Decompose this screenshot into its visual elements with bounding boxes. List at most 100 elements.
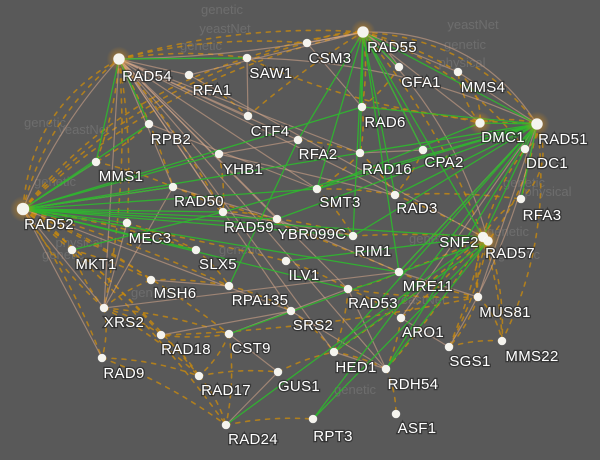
- node-RAD24[interactable]: [221, 420, 231, 430]
- node-RAD53[interactable]: [343, 284, 353, 294]
- node-label-CST9[interactable]: CST9: [230, 339, 272, 359]
- node-RAD54[interactable]: [113, 53, 125, 65]
- node-label-RDH54[interactable]: RDH54: [386, 375, 439, 395]
- node-RAD52[interactable]: [16, 202, 30, 216]
- node-label-RAD3[interactable]: RAD3: [395, 199, 439, 219]
- node-label-GFA1[interactable]: GFA1: [400, 73, 442, 93]
- node-RAD9[interactable]: [97, 353, 107, 363]
- node-HED1[interactable]: [329, 347, 339, 357]
- node-RIM1[interactable]: [348, 231, 358, 241]
- node-label-ARO1[interactable]: ARO1: [401, 323, 445, 343]
- node-label-RAD55[interactable]: RAD55: [366, 38, 418, 58]
- node-label-MMS4[interactable]: MMS4: [459, 78, 506, 98]
- node-RFA3[interactable]: [516, 194, 526, 204]
- node-label-RAD54[interactable]: RAD54: [121, 67, 173, 87]
- node-MKT1[interactable]: [67, 245, 77, 255]
- node-YBR099C[interactable]: [272, 214, 282, 224]
- node-label-SLX5[interactable]: SLX5: [198, 255, 238, 275]
- node-label-XRS2[interactable]: XRS2: [103, 313, 146, 333]
- node-RDH54[interactable]: [381, 364, 391, 374]
- node-label-RAD50[interactable]: RAD50: [173, 192, 225, 212]
- node-label-GUS1[interactable]: GUS1: [277, 377, 321, 397]
- node-label-RAD53[interactable]: RAD53: [347, 294, 399, 314]
- node-RAD6[interactable]: [357, 102, 367, 112]
- node-label-RFA2[interactable]: RFA2: [297, 145, 338, 165]
- node-DMC1[interactable]: [475, 118, 485, 128]
- node-label-RAD16[interactable]: RAD16: [361, 160, 413, 180]
- node-label-RIM1[interactable]: RIM1: [353, 242, 392, 262]
- node-label-RAD9[interactable]: RAD9: [102, 364, 146, 384]
- node-GUS1[interactable]: [273, 367, 283, 377]
- node-label-RAD6[interactable]: RAD6: [363, 113, 407, 133]
- node-label-RFA3[interactable]: RFA3: [521, 206, 562, 226]
- node-label-SAW1[interactable]: SAW1: [248, 64, 293, 84]
- node-RAD55[interactable]: [357, 26, 369, 38]
- node-label-HED1[interactable]: HED1: [334, 358, 378, 378]
- node-SLX5[interactable]: [191, 245, 201, 255]
- node-label-MEC3[interactable]: MEC3: [127, 229, 172, 249]
- node-ARO1[interactable]: [396, 313, 406, 323]
- node-label-RAD24[interactable]: RAD24: [227, 430, 279, 450]
- node-YHB1[interactable]: [214, 149, 224, 159]
- node-MMS22[interactable]: [497, 336, 507, 346]
- node-CST9[interactable]: [224, 329, 234, 339]
- node-RFA2[interactable]: [293, 135, 303, 145]
- node-label-MMS1[interactable]: MMS1: [97, 167, 144, 187]
- node-MMS4[interactable]: [453, 67, 463, 77]
- node-label-MMS22[interactable]: MMS22: [504, 347, 559, 367]
- node-RAD59[interactable]: [218, 207, 228, 217]
- node-label-CTF4[interactable]: CTF4: [249, 122, 290, 142]
- node-RAD16[interactable]: [355, 148, 365, 158]
- node-MSH6[interactable]: [146, 275, 156, 285]
- node-label-RAD51[interactable]: RAD51: [537, 130, 589, 150]
- node-label-CPA2[interactable]: CPA2: [423, 153, 465, 173]
- node-label-SMT3[interactable]: SMT3: [318, 193, 362, 213]
- node-SRS2[interactable]: [286, 306, 296, 316]
- node-label-RAD17[interactable]: RAD17: [200, 381, 252, 401]
- node-RFA1[interactable]: [184, 70, 194, 80]
- node-MMS1[interactable]: [91, 157, 101, 167]
- node-label-MUS81[interactable]: MUS81: [478, 303, 532, 323]
- node-ASF1[interactable]: [391, 409, 401, 419]
- node-MUS81[interactable]: [473, 292, 483, 302]
- node-RPT3[interactable]: [308, 414, 318, 424]
- node-label-SNF2[interactable]: SNF2: [438, 233, 480, 253]
- node-XRS2[interactable]: [99, 303, 109, 313]
- node-label-ILV1[interactable]: ILV1: [287, 266, 320, 286]
- node-label-MSH6[interactable]: MSH6: [152, 284, 197, 304]
- node-label-DDC1[interactable]: DDC1: [525, 154, 569, 174]
- node-label-RPB2[interactable]: RPB2: [150, 130, 193, 150]
- node-label-RPT3[interactable]: RPT3: [312, 427, 354, 447]
- node-RAD17[interactable]: [194, 371, 204, 381]
- node-MEC3[interactable]: [122, 218, 132, 228]
- node-GFA1[interactable]: [394, 62, 404, 72]
- node-label-SRS2[interactable]: SRS2: [292, 316, 335, 336]
- node-label-RAD59[interactable]: RAD59: [223, 218, 275, 238]
- node-RAD18[interactable]: [156, 330, 166, 340]
- node-label-CSM3[interactable]: CSM3: [307, 49, 352, 69]
- node-SGS1[interactable]: [444, 342, 454, 352]
- node-DDC1[interactable]: [520, 144, 530, 154]
- node-ILV1[interactable]: [281, 256, 291, 266]
- node-label-YBR099C[interactable]: YBR099C: [276, 225, 347, 245]
- node-RAD51[interactable]: [531, 118, 543, 130]
- node-label-SGS1[interactable]: SGS1: [448, 352, 492, 372]
- node-RAD50[interactable]: [168, 182, 178, 192]
- node-SAW1[interactable]: [242, 53, 252, 63]
- node-RAD57[interactable]: [483, 236, 493, 246]
- node-label-ASF1[interactable]: ASF1: [396, 419, 437, 439]
- node-CTF4[interactable]: [243, 111, 253, 121]
- node-label-YHB1[interactable]: YHB1: [222, 160, 265, 180]
- node-CPA2[interactable]: [418, 145, 428, 155]
- node-label-DMC1[interactable]: DMC1: [480, 128, 526, 148]
- node-RAD3[interactable]: [390, 190, 400, 200]
- node-SMT3[interactable]: [312, 184, 322, 194]
- node-RPA135[interactable]: [224, 281, 234, 291]
- node-label-MRE11[interactable]: MRE11: [401, 277, 454, 297]
- node-label-RAD18[interactable]: RAD18: [160, 340, 212, 360]
- node-label-RAD52[interactable]: RAD52: [23, 215, 75, 235]
- node-MRE11[interactable]: [394, 267, 404, 277]
- node-RPB2[interactable]: [144, 119, 154, 129]
- node-label-RAD57[interactable]: RAD57: [484, 244, 536, 264]
- node-label-RFA1[interactable]: RFA1: [191, 81, 232, 101]
